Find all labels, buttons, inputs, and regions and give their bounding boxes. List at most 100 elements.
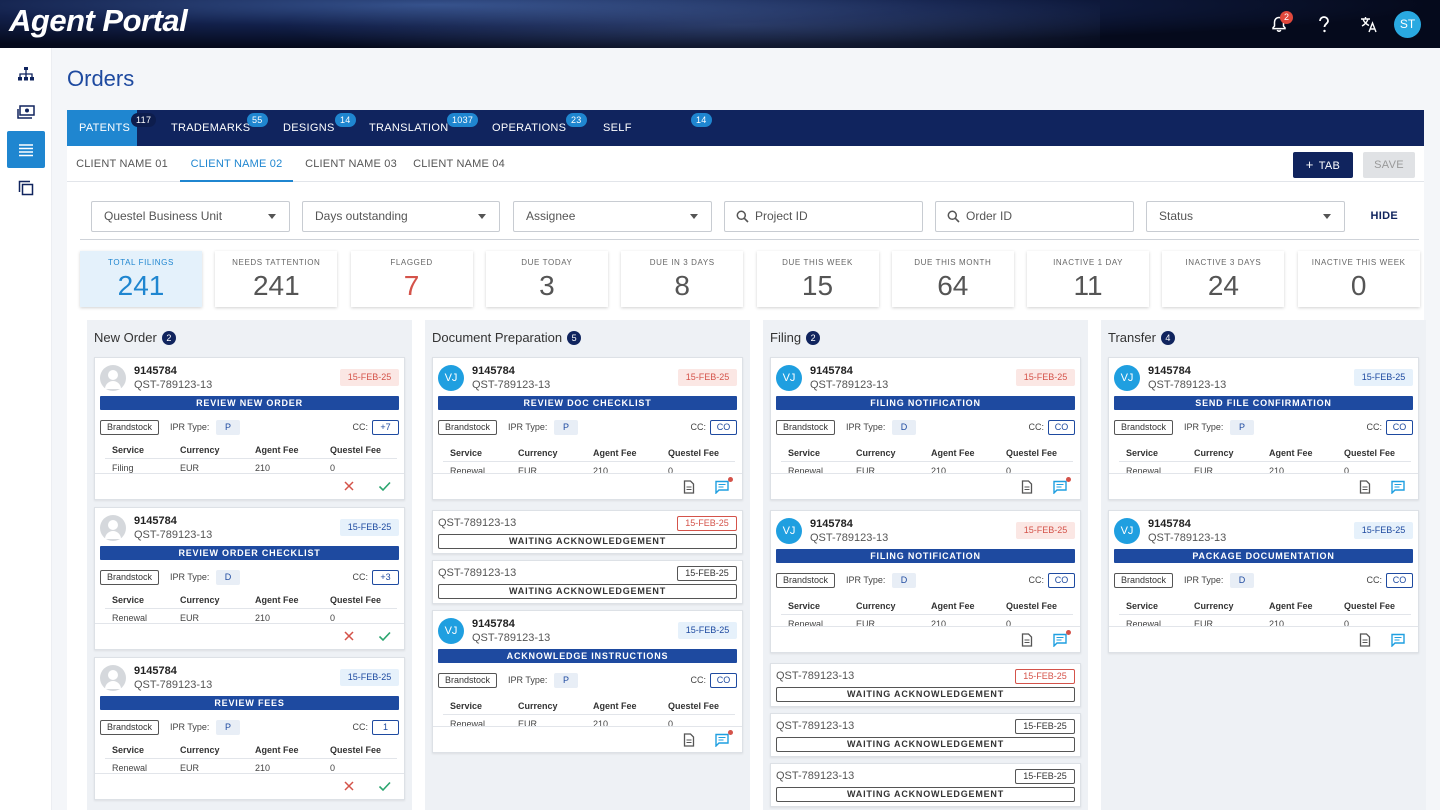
reject-button[interactable] [343,480,359,496]
next-action-button[interactable]: SEND FILE CONFIRMATION [1114,396,1413,410]
next-action-button[interactable]: REVIEW ORDER CHECKLIST [100,546,399,560]
project-id-input[interactable]: Project ID [724,201,923,232]
order-card[interactable]: VJ 9145784 QST-789123-13 15-FEB-25 PACKA… [1108,510,1419,653]
stat-value: 0 [1350,270,1367,301]
order-card[interactable]: VJ 9145784 QST-789123-13 15-FEB-25 SEND … [1108,357,1419,500]
stat-value: 64 [937,270,969,301]
next-action-button[interactable]: REVIEW NEW ORDER [100,396,399,410]
client-tab-3[interactable]: CLIENT NAME 03 [305,158,397,170]
service-cell: Renewal [1126,619,1162,629]
comments-button[interactable] [1391,633,1407,649]
cc-chip[interactable]: 1 [372,720,399,735]
comments-button[interactable] [715,477,733,496]
documents-button[interactable] [1021,633,1037,649]
client-tab-1[interactable]: CLIENT NAME 01 [76,158,168,170]
order-card[interactable]: 9145784 QST-789123-13 15-FEB-25 REVIEW O… [94,507,405,650]
approve-button[interactable] [378,480,394,496]
comments-button[interactable] [1053,630,1071,649]
stat-inactive-3-days[interactable]: INACTIVE 3 DAYS 24 [1162,251,1285,307]
language-button[interactable] [1346,10,1391,38]
cc-chip[interactable]: +3 [372,570,399,585]
save-button[interactable]: SAVE [1363,152,1415,178]
next-action-button[interactable]: FILING NOTIFICATION [776,549,1075,563]
cc-chip[interactable]: CO [1386,420,1413,435]
documents-button[interactable] [1359,633,1375,649]
stat-due-in-3-days[interactable]: DUE IN 3 DAYS 8 [621,251,744,307]
column-header-currency: Currency [180,594,220,605]
order-card[interactable]: VJ 9145784 QST-789123-13 15-FEB-25 FILIN… [770,357,1081,500]
next-action-button[interactable]: PACKAGE DOCUMENTATION [1114,549,1413,563]
tab-count-badge: 14 [335,113,356,127]
waiting-card[interactable]: QST-789123-13 15-FEB-25 WAITING ACKNOWLE… [770,663,1081,707]
approve-button[interactable] [378,630,394,646]
cc-chip[interactable]: CO [710,673,737,688]
business-unit-select[interactable]: Questel Business Unit [91,201,290,232]
assignee-select[interactable]: Assignee [513,201,712,232]
sidebar-item-documents[interactable] [7,169,45,206]
search-icon [736,210,749,223]
sidebar-item-hierarchy[interactable] [7,55,45,92]
cc-chip[interactable]: +7 [372,420,399,435]
order-card[interactable]: 9145784 QST-789123-13 15-FEB-25 REVIEW N… [94,357,405,500]
stat-due-today[interactable]: DUE TODAY 3 [485,251,608,307]
sidebar-item-billing[interactable] [7,93,45,130]
agent-fee-cell: 210 [593,719,609,729]
waiting-card[interactable]: QST-789123-13 15-FEB-25 WAITING ACKNOWLE… [432,560,743,604]
next-action-button[interactable]: REVIEW DOC CHECKLIST [438,396,737,410]
stat-due-this-month[interactable]: DUE THIS MONTH 64 [891,251,1014,307]
tab-designs[interactable]: DESIGNS 14 [271,110,356,146]
cash-icon [17,104,35,119]
order-card[interactable]: VJ 9145784 QST-789123-13 15-FEB-25 REVIE… [432,357,743,500]
stat-needs-tattention[interactable]: NEEDS TATTENTION 241 [215,251,338,307]
order-card[interactable]: VJ 9145784 QST-789123-13 15-FEB-25 FILIN… [770,510,1081,653]
waiting-card[interactable]: QST-789123-13 15-FEB-25 WAITING ACKNOWLE… [432,510,743,554]
waiting-card[interactable]: QST-789123-13 15-FEB-25 WAITING ACKNOWLE… [770,763,1081,807]
documents-button[interactable] [1359,480,1375,496]
order-id: 9145784 [472,618,515,630]
comments-button[interactable] [1391,480,1407,496]
user-avatar[interactable]: ST [1394,10,1421,38]
status-select[interactable]: Status [1146,201,1345,232]
reject-button[interactable] [343,630,359,646]
help-button[interactable] [1301,10,1346,38]
questel-fee-cell: 0 [668,719,674,729]
comments-button[interactable] [715,730,733,749]
documents-button[interactable] [683,733,699,749]
stat-inactive-1-day[interactable]: INACTIVE 1 DAY 11 [1027,251,1150,307]
client-tab-2[interactable]: CLIENT NAME 02 [180,146,293,182]
comments-button[interactable] [1053,477,1071,496]
tab-operations[interactable]: OPERATIONS 23 [480,110,587,146]
stat-total-filings[interactable]: TOTAL FILINGS 241 [80,251,202,307]
stat-inactive-this-week[interactable]: INACTIVE THIS WEEK 0 [1297,251,1420,307]
next-action-button[interactable]: REVIEW FEES [100,696,399,710]
cc-chip[interactable]: CO [1048,420,1075,435]
documents-button[interactable] [683,480,699,496]
order-card[interactable]: 9145784 QST-789123-13 15-FEB-25 REVIEW F… [94,657,405,800]
next-action-button[interactable]: FILING NOTIFICATION [776,396,1075,410]
reject-button[interactable] [343,780,359,796]
next-action-button[interactable]: ACKNOWLEDGE INSTRUCTIONS [438,649,737,663]
cc-chip[interactable]: CO [1386,573,1413,588]
approve-button[interactable] [378,780,394,796]
tab-self-billing[interactable]: SELF BILLING 14 [591,110,712,170]
hide-filters-button[interactable]: HIDE [1370,210,1398,222]
cc-chip[interactable]: CO [710,420,737,435]
column-header-questel-fee: Questel Fee [330,594,382,605]
order-reference: QST-789123-13 [134,679,213,691]
add-tab-button[interactable]: + TAB [1293,152,1353,178]
cc-chip[interactable]: CO [1048,573,1075,588]
order-id-input[interactable]: Order ID [935,201,1134,232]
client-tab-4[interactable]: CLIENT NAME 04 [413,158,505,170]
documents-button[interactable] [1021,480,1037,496]
stat-flagged[interactable]: FLAGGED 7 [350,251,473,307]
notifications-button[interactable]: 2 [1256,10,1301,38]
order-card[interactable]: VJ 9145784 QST-789123-13 15-FEB-25 ACKNO… [432,610,743,753]
tab-translation[interactable]: TRANSLATION 1037 [357,110,479,146]
waiting-card[interactable]: QST-789123-13 15-FEB-25 WAITING ACKNOWLE… [770,713,1081,757]
days-outstanding-select[interactable]: Days outstanding [302,201,500,232]
business-unit-value: Questel Business Unit [104,209,223,223]
tab-patents[interactable]: PATENTS 117 [67,110,157,146]
sidebar-item-orders[interactable] [7,131,45,168]
stat-due-this-week[interactable]: DUE THIS WEEK 15 [756,251,879,307]
tab-trademarks[interactable]: TRADEMARKS 55 [159,110,268,146]
